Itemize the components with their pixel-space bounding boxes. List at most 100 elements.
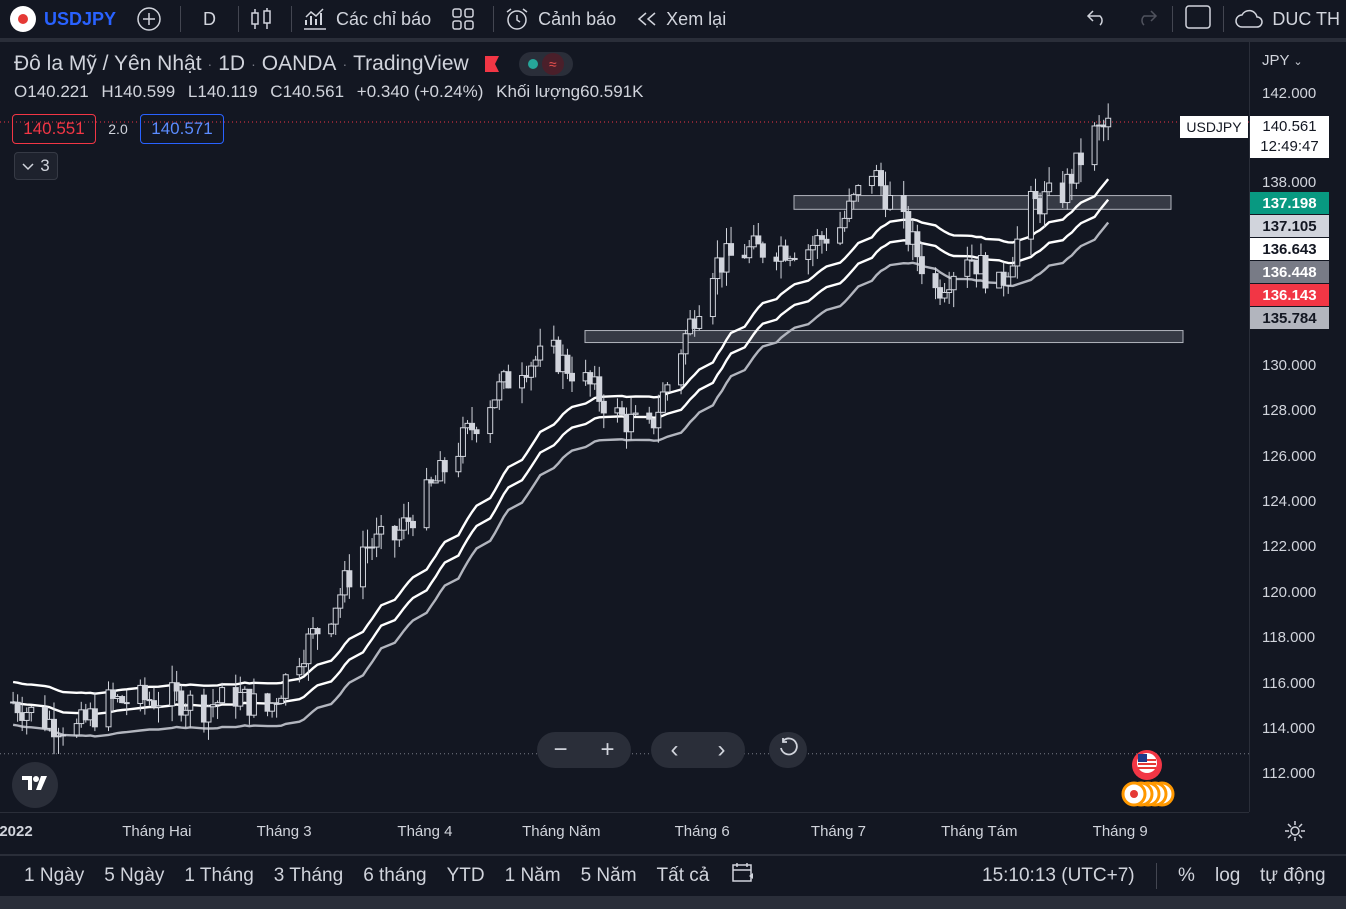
- rewind-icon: [636, 9, 658, 29]
- range-button[interactable]: 1 Ngày: [24, 865, 85, 886]
- candle-body: [1105, 117, 1112, 128]
- date-range-button[interactable]: [731, 862, 757, 890]
- range-button[interactable]: 1 Năm: [504, 865, 561, 886]
- candle-body: [210, 704, 217, 708]
- time-tick-label: Tháng 7: [810, 823, 866, 840]
- candle-body: [1077, 152, 1084, 166]
- range-button[interactable]: 6 tháng: [363, 865, 427, 886]
- candle-body: [1073, 152, 1080, 184]
- candle-body: [1041, 191, 1048, 215]
- buy-button[interactable]: 140.571: [140, 114, 224, 144]
- indicators-toggle-button[interactable]: 3: [14, 152, 58, 180]
- reset-chart-button[interactable]: [769, 732, 807, 768]
- range-button[interactable]: 1 Tháng: [184, 865, 254, 886]
- candle-body: [841, 217, 848, 229]
- sell-button[interactable]: 140.551: [12, 114, 96, 144]
- price-tick-label: 124.000: [1262, 493, 1317, 510]
- range-button[interactable]: YTD: [446, 865, 485, 886]
- indicators-button[interactable]: Các chỉ báo: [292, 0, 441, 38]
- currency-selector[interactable]: JPY ⌄: [1262, 52, 1303, 69]
- volume-value: 60.591K: [580, 82, 644, 101]
- symbol-search[interactable]: USDJPY: [0, 0, 126, 38]
- chart-type-button[interactable]: [239, 0, 291, 38]
- candle-body: [328, 623, 335, 635]
- candle-body: [932, 273, 939, 289]
- zoom-out-button[interactable]: −: [553, 736, 568, 763]
- scroll-left-button[interactable]: ‹: [670, 736, 679, 763]
- account-button[interactable]: DUC TH: [1224, 0, 1346, 38]
- zoom-in-button[interactable]: +: [600, 736, 615, 763]
- candle-body: [178, 690, 185, 716]
- interval-button[interactable]: D: [181, 0, 238, 38]
- layout-button[interactable]: [441, 0, 493, 38]
- candle-body: [918, 256, 925, 275]
- percent-scale-button[interactable]: %: [1178, 856, 1195, 896]
- candle-body: [696, 316, 703, 329]
- candle-body: [28, 706, 35, 714]
- time-tick-label: Tháng 6: [674, 823, 730, 840]
- auto-scale-button[interactable]: tự động: [1260, 856, 1326, 896]
- indicator-value-tag: 137.105: [1250, 215, 1329, 237]
- range-button[interactable]: 5 Ngày: [104, 865, 165, 886]
- alert-button[interactable]: Cảnh báo: [494, 0, 626, 38]
- replay-button[interactable]: Xem lại: [626, 0, 736, 38]
- indicator-value-tag: 136.143: [1250, 284, 1329, 306]
- scroll-right-button[interactable]: ›: [717, 736, 726, 763]
- candle-body: [141, 684, 148, 701]
- price-tick-label: 118.000: [1262, 629, 1316, 646]
- candle-body: [1005, 276, 1012, 286]
- candle-body: [150, 700, 157, 708]
- price-chart[interactable]: [0, 42, 1346, 854]
- candle-body: [814, 235, 821, 246]
- candle-body: [887, 195, 894, 210]
- candle-body: [755, 235, 762, 245]
- candle-body: [14, 701, 21, 714]
- range-button[interactable]: 5 Năm: [580, 865, 637, 886]
- fullscreen-button[interactable]: [1173, 0, 1223, 38]
- candle-body: [537, 345, 544, 361]
- candle-body: [396, 529, 403, 541]
- indicator-value-tag: 136.643: [1250, 238, 1329, 260]
- candle-body: [818, 235, 825, 240]
- auto-label: tự động: [1260, 865, 1326, 886]
- candle-body: [469, 422, 476, 431]
- range-buttons: 1 Ngày 5 Ngày 1 Tháng 3 Tháng 6 tháng YTD 1 Nă…: [0, 865, 719, 887]
- candle-body: [723, 243, 730, 273]
- candle-body: [282, 674, 289, 699]
- layout-grid-icon: [451, 7, 475, 31]
- us-event-marker[interactable]: [1132, 750, 1162, 780]
- candle-body: [205, 706, 212, 723]
- jp-event-markers[interactable]: [1120, 780, 1176, 808]
- market-closed-flag-icon[interactable]: [483, 55, 501, 73]
- chart-legend: Đô la Mỹ / Yên Nhật · 1D · OANDA · Tradi…: [14, 52, 573, 76]
- range-bar: 1 Ngày 5 Ngày 1 Tháng 3 Tháng 6 tháng YTD 1 Nă…: [0, 856, 1346, 896]
- range-button[interactable]: 3 Tháng: [273, 865, 344, 886]
- chart-pane[interactable]: Đô la Mỹ / Yên Nhật · 1D · OANDA · Tradi…: [0, 42, 1346, 854]
- range-button[interactable]: Tất cả: [656, 865, 710, 886]
- cloud-icon: [1234, 8, 1264, 30]
- undo-button[interactable]: [1072, 0, 1122, 38]
- data-status-pill[interactable]: ≈: [518, 52, 573, 76]
- redo-button[interactable]: [1122, 0, 1172, 38]
- time-axis[interactable]: 2022 Tháng Hai Tháng 3 Tháng 4 Tháng Năm Thán…: [0, 812, 1249, 854]
- toolbar-divider: [238, 6, 240, 32]
- timezone-button[interactable]: 15:10:13 (UTC+7): [982, 856, 1135, 896]
- bar-countdown: 12:49:47: [1260, 138, 1319, 155]
- legend-interval: 1D: [218, 52, 246, 75]
- candle-body: [119, 696, 126, 704]
- compare-button[interactable]: [126, 0, 180, 38]
- log-scale-button[interactable]: log: [1215, 856, 1240, 896]
- candle-body: [1009, 265, 1016, 278]
- price-tick-label: 142.000: [1262, 85, 1317, 102]
- candle-body: [314, 628, 321, 635]
- candle-body: [946, 289, 953, 294]
- open-key: O: [14, 82, 28, 101]
- candle-body: [1032, 190, 1039, 200]
- open-value: 140.221: [27, 82, 89, 101]
- chart-settings-button[interactable]: [1284, 820, 1306, 847]
- close-key: C: [270, 82, 283, 101]
- tradingview-logo-icon: [21, 775, 49, 796]
- tradingview-logo[interactable]: [12, 762, 58, 808]
- candle-body: [850, 194, 857, 202]
- price-axis[interactable]: [1249, 42, 1346, 812]
